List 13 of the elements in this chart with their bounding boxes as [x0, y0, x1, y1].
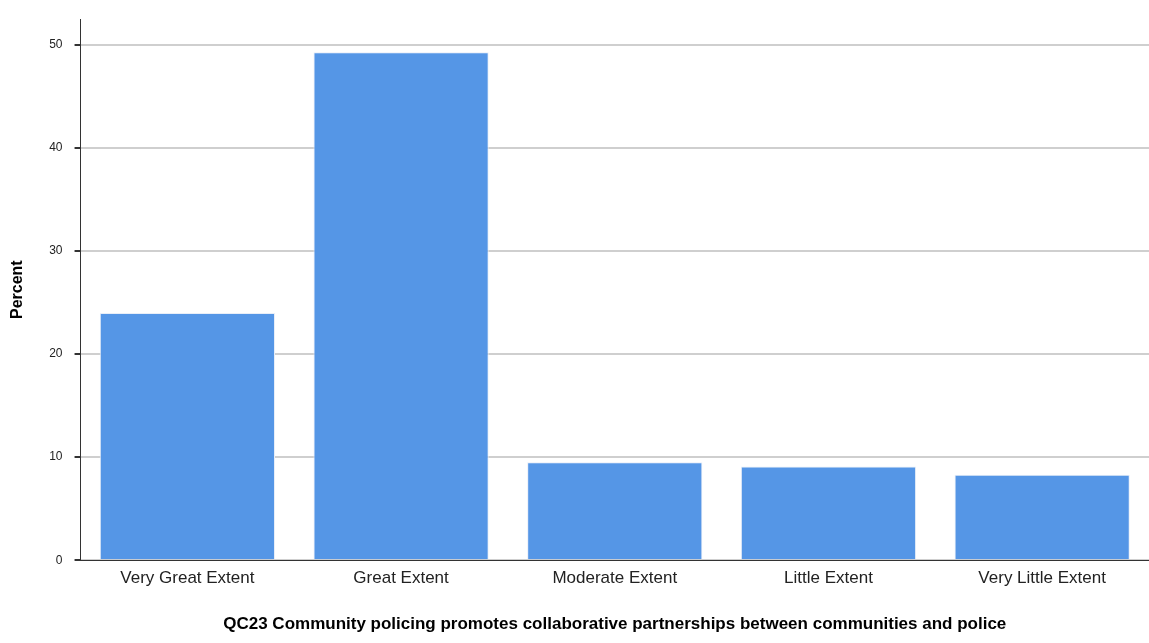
y-tick-label: 40	[49, 140, 63, 155]
x-tick-label: Very Little Extent	[978, 568, 1107, 588]
y-axis-title: Percent	[8, 259, 26, 320]
y-tick-label: 20	[49, 346, 63, 361]
y-tick-label: 30	[49, 243, 63, 258]
y-tick-label: 0	[55, 552, 63, 567]
x-axis-title: QC23 Community policing promotes collaborative partnerships between communities and police	[223, 614, 1007, 634]
x-tick-label: Moderate Extent	[552, 568, 678, 588]
x-tick-label: Great Extent	[353, 568, 450, 588]
x-tick-label: Little Extent	[784, 568, 874, 588]
y-tick-label: 50	[49, 37, 63, 52]
y-tick-label: 10	[49, 449, 63, 464]
x-tick-label: Very Great Extent	[120, 568, 255, 588]
